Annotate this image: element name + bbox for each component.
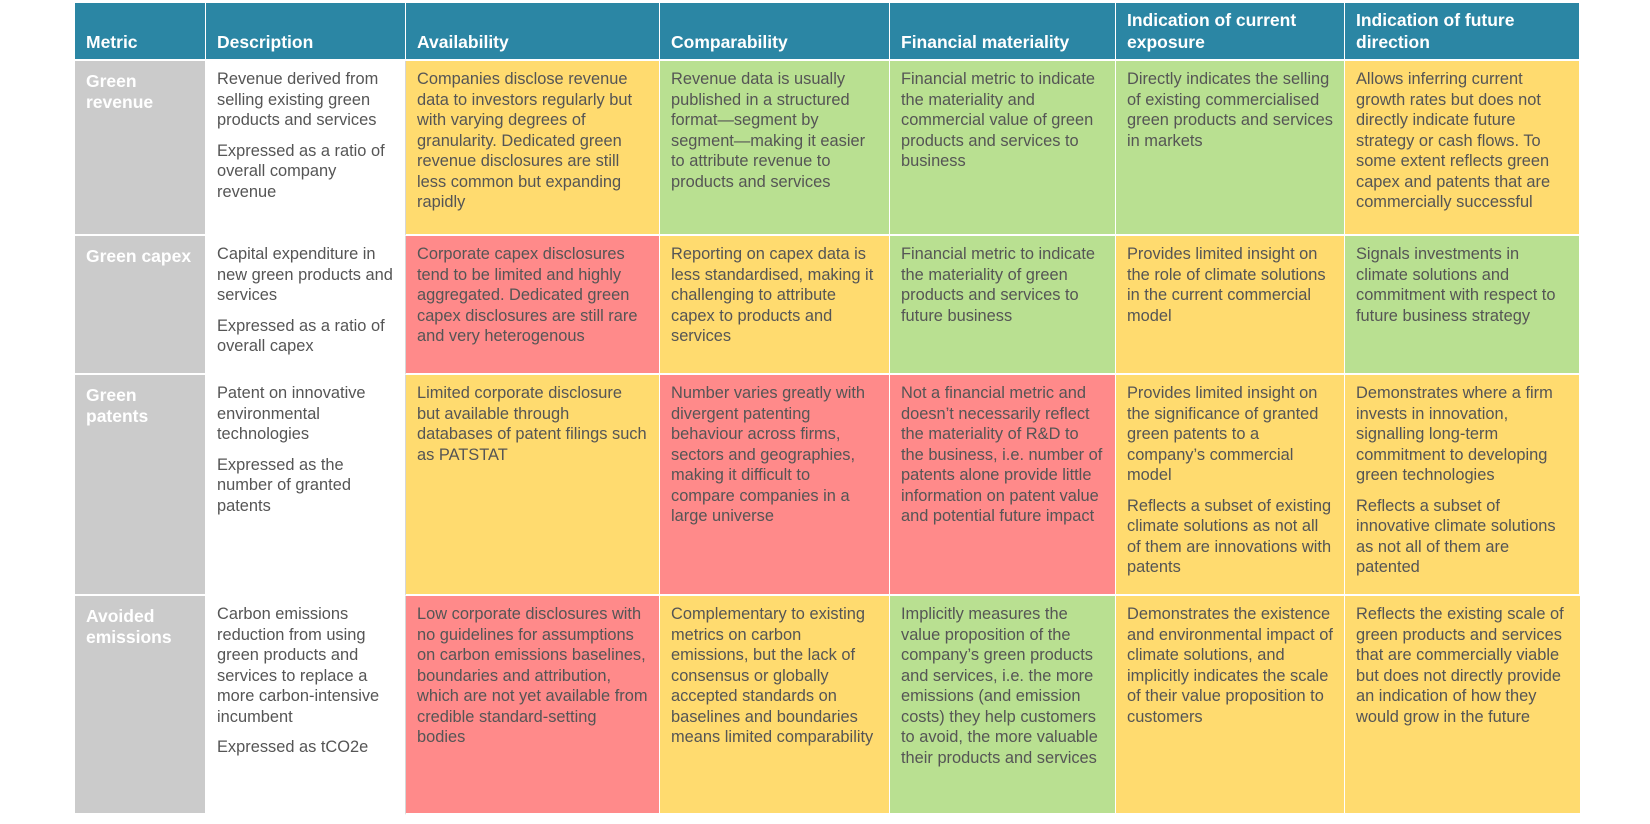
cell-text: Reflects the existing scale of green pro… xyxy=(1356,605,1564,726)
description-unit: Expressed as a ratio of overall company … xyxy=(217,141,385,201)
header-comparability: Comparability xyxy=(660,3,890,61)
current-exposure-cell: Provides limited insight on the role of … xyxy=(1116,236,1345,375)
cell-text: Allows inferring current growth rates bu… xyxy=(1356,70,1551,211)
financial-materiality-cell: Not a financial metric and doesn’t neces… xyxy=(890,375,1116,596)
metric-green-patents: Green patents xyxy=(75,375,206,596)
availability-cell: Limited corporate disclosure but availab… xyxy=(406,375,660,596)
description-cell: Patent on innovative environmental techn… xyxy=(206,375,406,596)
cell-text: Revenue data is usually published in a s… xyxy=(671,70,866,191)
future-direction-cell: Reflects the existing scale of green pro… xyxy=(1345,596,1580,815)
cell-text: Reflects a subset of existing climate so… xyxy=(1127,496,1332,577)
financial-materiality-cell: Financial metric to indicate the materia… xyxy=(890,236,1116,375)
current-exposure-cell: Provides limited insight on the signific… xyxy=(1116,375,1345,596)
current-exposure-cell: Directly indicates the selling of existi… xyxy=(1116,61,1345,236)
comparability-cell: Revenue data is usually published in a s… xyxy=(660,61,890,236)
comparability-cell: Complementary to existing metrics on car… xyxy=(660,596,890,815)
cell-text: Provides limited insight on the signific… xyxy=(1127,384,1319,484)
header-current-exposure: Indication of current exposure xyxy=(1116,3,1345,61)
cell-text: Limited corporate disclosure but availab… xyxy=(417,384,647,464)
metric-green-revenue: Green revenue xyxy=(75,61,206,236)
availability-cell: Companies disclose revenue data to inves… xyxy=(406,61,660,236)
current-exposure-cell: Demonstrates the existence and environme… xyxy=(1116,596,1345,815)
description-unit: Expressed as tCO2e xyxy=(217,738,369,756)
description-cell: Revenue derived from selling existing gr… xyxy=(206,61,406,236)
cell-text: Financial metric to indicate the materia… xyxy=(901,245,1096,325)
header-description: Description xyxy=(206,3,406,61)
description-text: Capital expenditure in new green product… xyxy=(217,245,393,304)
cell-text: Reporting on capex data is less standard… xyxy=(671,245,874,345)
cell-text: Demonstrates the existence and environme… xyxy=(1127,605,1333,726)
header-availability: Availability xyxy=(406,3,660,61)
cell-text: Low corporate disclosures with no guidel… xyxy=(417,605,648,746)
availability-cell: Low corporate disclosures with no guidel… xyxy=(406,596,660,815)
comparability-cell: Number varies greatly with divergent pat… xyxy=(660,375,890,596)
description-unit: Expressed as a ratio of overall capex xyxy=(217,316,385,356)
comparison-table: Metric Description Availability Comparab… xyxy=(75,3,1580,815)
cell-text: Companies disclose revenue data to inves… xyxy=(417,70,633,211)
cell-text: Provides limited insight on the role of … xyxy=(1127,245,1326,325)
metric-green-capex: Green capex xyxy=(75,236,206,375)
financial-materiality-cell: Financial metric to indicate the materia… xyxy=(890,61,1116,236)
cell-text: Demonstrates where a firm invests in inn… xyxy=(1356,384,1553,484)
financial-materiality-cell: Implicitly measures the value propositio… xyxy=(890,596,1116,815)
cell-text: Corporate capex disclosures tend to be l… xyxy=(417,245,638,345)
cell-text: Not a financial metric and doesn’t neces… xyxy=(901,384,1103,525)
cell-text: Reflects a subset of innovative climate … xyxy=(1356,496,1556,577)
future-direction-cell: Signals investments in climate solutions… xyxy=(1345,236,1580,375)
metric-avoided-emissions: Avoided emissions xyxy=(75,596,206,815)
header-financial-materiality: Financial materiality xyxy=(890,3,1116,61)
comparability-cell: Reporting on capex data is less standard… xyxy=(660,236,890,375)
future-direction-cell: Allows inferring current growth rates bu… xyxy=(1345,61,1580,236)
header-future-direction: Indication of future direction xyxy=(1345,3,1580,61)
description-unit: Expressed as the number of granted paten… xyxy=(217,455,351,515)
description-text: Revenue derived from selling existing gr… xyxy=(217,70,379,129)
cell-text: Complementary to existing metrics on car… xyxy=(671,605,874,746)
description-cell: Carbon emissions reduction from using gr… xyxy=(206,596,406,815)
cell-text: Signals investments in climate solutions… xyxy=(1356,245,1556,325)
cell-text: Number varies greatly with divergent pat… xyxy=(671,384,866,525)
cell-text: Financial metric to indicate the materia… xyxy=(901,70,1096,170)
description-text: Carbon emissions reduction from using gr… xyxy=(217,605,380,726)
description-cell: Capital expenditure in new green product… xyxy=(206,236,406,375)
cell-text: Implicitly measures the value propositio… xyxy=(901,605,1098,767)
header-metric: Metric xyxy=(75,3,206,61)
description-text: Patent on innovative environmental techn… xyxy=(217,384,366,443)
cell-text: Directly indicates the selling of existi… xyxy=(1127,70,1333,150)
future-direction-cell: Demonstrates where a firm invests in inn… xyxy=(1345,375,1580,596)
availability-cell: Corporate capex disclosures tend to be l… xyxy=(406,236,660,375)
